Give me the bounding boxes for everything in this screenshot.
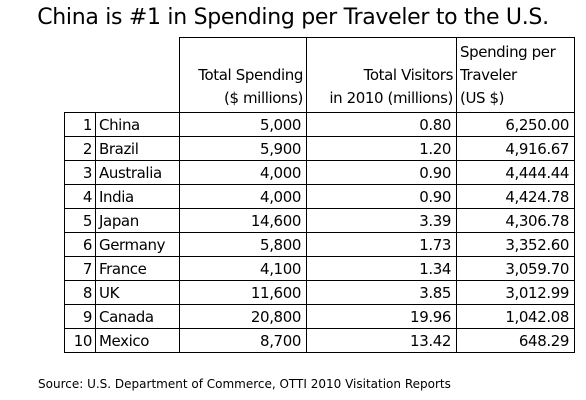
- spending-per-traveler-cell: 648.29: [456, 328, 575, 353]
- total-spending-cell: 5,800: [179, 232, 307, 257]
- total-spending-cell: 8,700: [179, 328, 307, 353]
- header-row: Total Spending ($ millions) Total Visito…: [65, 37, 575, 113]
- data-table: Total Spending ($ millions) Total Visito…: [64, 37, 575, 353]
- table-row: 10 Mexico 8,700 13.42 648.29: [64, 328, 575, 353]
- header-total-spending-line-2: ($ millions): [224, 89, 303, 107]
- total-spending-cell: 11,600: [179, 280, 307, 305]
- rank-cell: 6: [64, 232, 96, 257]
- spending-per-traveler-cell: 4,306.78: [456, 208, 575, 233]
- country-cell: Australia: [95, 160, 180, 185]
- total-spending-cell: 20,800: [179, 304, 307, 329]
- total-visitors-cell: 19.96: [306, 304, 457, 329]
- header-total-visitors-line-1: Total Visitors: [363, 66, 454, 84]
- total-spending-cell: 4,000: [179, 160, 307, 185]
- header-spending-per-traveler: Spending per Traveler (US $): [456, 37, 575, 113]
- total-visitors-cell: 1.20: [306, 136, 457, 161]
- total-spending-cell: 4,000: [179, 184, 307, 209]
- country-cell: Japan: [95, 208, 180, 233]
- spending-per-traveler-cell: 6,250.00: [456, 112, 575, 137]
- rank-cell: 9: [64, 304, 96, 329]
- header-total-visitors: Total Visitors in 2010 (millions): [306, 37, 457, 113]
- header-spending-per-traveler-line-2: Traveler: [460, 66, 517, 84]
- rank-cell: 10: [64, 328, 96, 353]
- rank-cell: 8: [64, 280, 96, 305]
- total-spending-cell: 5,900: [179, 136, 307, 161]
- spending-per-traveler-cell: 4,916.67: [456, 136, 575, 161]
- total-visitors-cell: 0.90: [306, 184, 457, 209]
- total-visitors-cell: 1.34: [306, 256, 457, 281]
- spending-per-traveler-cell: 3,059.70: [456, 256, 575, 281]
- table-row: 3 Australia 4,000 0.90 4,444.44: [64, 160, 575, 185]
- header-spending-per-traveler-line-3: (US $): [460, 89, 505, 107]
- source-note: Source: U.S. Department of Commerce, OTT…: [38, 377, 451, 391]
- chart-title: China is #1 in Spending per Traveler to …: [37, 5, 549, 30]
- table-row: 6 Germany 5,800 1.73 3,352.60: [64, 232, 575, 257]
- spending-per-traveler-cell: 3,012.99: [456, 280, 575, 305]
- rank-cell: 5: [64, 208, 96, 233]
- country-cell: China: [95, 112, 180, 137]
- rank-cell: 4: [64, 184, 96, 209]
- spending-per-traveler-cell: 4,424.78: [456, 184, 575, 209]
- rank-cell: 2: [64, 136, 96, 161]
- total-visitors-cell: 3.39: [306, 208, 457, 233]
- total-visitors-cell: 0.80: [306, 112, 457, 137]
- country-cell: Mexico: [95, 328, 180, 353]
- spending-per-traveler-cell: 3,352.60: [456, 232, 575, 257]
- total-spending-cell: 14,600: [179, 208, 307, 233]
- total-spending-cell: 5,000: [179, 112, 307, 137]
- country-cell: France: [95, 256, 180, 281]
- total-spending-cell: 4,100: [179, 256, 307, 281]
- spending-per-traveler-cell: 1,042.08: [456, 304, 575, 329]
- country-cell: UK: [95, 280, 180, 305]
- rank-cell: 3: [64, 160, 96, 185]
- table-row: 9 Canada 20,800 19.96 1,042.08: [64, 304, 575, 329]
- total-visitors-cell: 0.90: [306, 160, 457, 185]
- rank-cell: 1: [64, 112, 96, 137]
- header-total-visitors-line-2: in 2010 (millions): [329, 89, 453, 107]
- table-row: 1 China 5,000 0.80 6,250.00: [64, 112, 575, 137]
- total-visitors-cell: 1.73: [306, 232, 457, 257]
- header-total-spending-line-1: Total Spending: [198, 66, 303, 84]
- total-visitors-cell: 3.85: [306, 280, 457, 305]
- total-visitors-cell: 13.42: [306, 328, 457, 353]
- table-row: 2 Brazil 5,900 1.20 4,916.67: [64, 136, 575, 161]
- table-row: 8 UK 11,600 3.85 3,012.99: [64, 280, 575, 305]
- country-cell: Germany: [95, 232, 180, 257]
- table-row: 5 Japan 14,600 3.39 4,306.78: [64, 208, 575, 233]
- country-cell: Brazil: [95, 136, 180, 161]
- country-cell: India: [95, 184, 180, 209]
- country-cell: Canada: [95, 304, 180, 329]
- table-row: 4 India 4,000 0.90 4,424.78: [64, 184, 575, 209]
- header-spending-per-traveler-line-1: Spending per: [460, 43, 556, 61]
- table-row: 7 France 4,100 1.34 3,059.70: [64, 256, 575, 281]
- rank-cell: 7: [64, 256, 96, 281]
- header-corner: [65, 38, 180, 113]
- header-total-spending: Total Spending ($ millions): [179, 37, 307, 113]
- spending-per-traveler-cell: 4,444.44: [456, 160, 575, 185]
